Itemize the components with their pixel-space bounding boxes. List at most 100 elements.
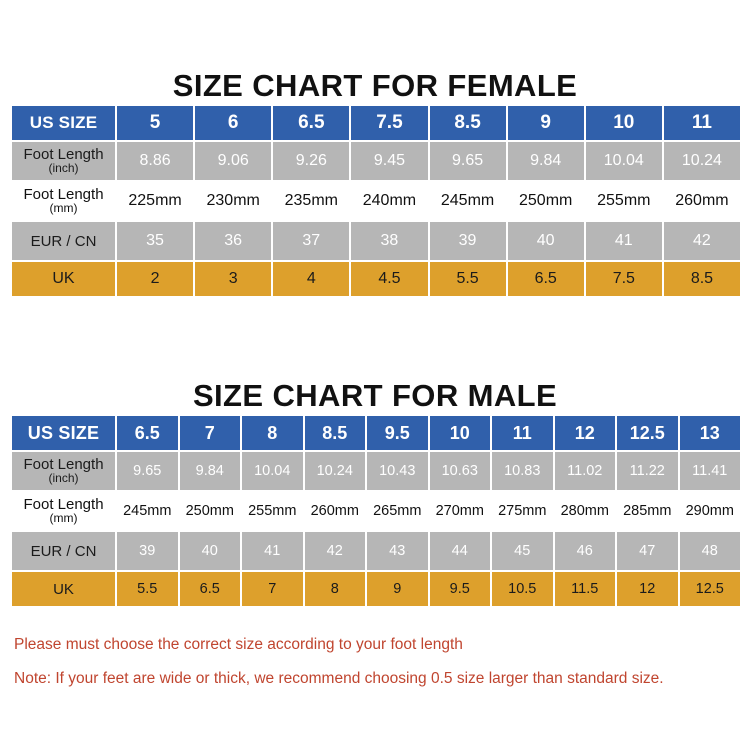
cell-eur_cn: 38 [351,222,428,260]
cell-us_size: 5 [117,106,194,140]
row-label-unit: (inch) [48,471,79,486]
row-label-unit: (inch) [48,161,79,176]
cell-eur_cn: 35 [117,222,194,260]
table-row-us-size: US SIZE 6.5 7 8 8.5 9.5 10 11 12 12.5 13 [12,416,740,450]
cell-mm: 225mm [117,182,194,220]
cell-inch: 9.06 [195,142,272,180]
cell-inch: 9.65 [117,452,178,490]
cell-inch: 11.22 [617,452,678,490]
note-wide-feet-recommendation: Note: If your feet are wide or thick, we… [14,669,664,687]
cell-us_size: 6.5 [273,106,350,140]
cell-mm: 230mm [195,182,272,220]
female-table-wrapper: US SIZE 5 6 6.5 7.5 8.5 9 10 11 Foot Length (in… [0,104,750,298]
cell-inch: 10.04 [242,452,303,490]
cell-eur_cn: 44 [429,532,490,570]
cell-inch: 10.63 [429,452,490,490]
cell-eur_cn: 43 [367,532,428,570]
female-chart-title: SIZE CHART FOR FEMALE [172,68,578,103]
cell-us_size: 7 [179,416,240,450]
cell-us_size: 9.5 [367,416,428,450]
cell-mm: 265mm [367,492,428,530]
table-row-eur-cn: EUR / CN 39 40 41 42 43 44 45 46 47 48 [12,532,740,570]
cell-mm: 285mm [617,492,678,530]
cell-us_size: 6.5 [117,416,178,450]
cell-us_size: 12.5 [617,416,678,450]
cell-eur_cn: 41 [585,222,662,260]
cell-uk: 2 [117,262,194,296]
cell-uk: 9.5 [429,572,490,606]
cell-mm: 235mm [273,182,350,220]
row-label-main: Foot Length [23,186,104,204]
cell-uk: 6.5 [507,262,584,296]
cell-us_size: 6 [195,106,272,140]
female-size-table: US SIZE 5 6 6.5 7.5 8.5 9 10 11 Foot Length (in… [10,104,742,298]
cell-mm: 245mm [429,182,506,220]
cell-mm: 250mm [507,182,584,220]
cell-eur_cn: 40 [507,222,584,260]
cell-inch: 10.24 [663,142,740,180]
cell-us_size: 9 [507,106,584,140]
cell-uk: 5.5 [429,262,506,296]
cell-us_size: 13 [679,416,740,450]
cell-eur_cn: 45 [492,532,553,570]
footer-notes: Please must choose the correct size acco… [0,608,750,686]
row-label-us-size: US SIZE [12,106,115,140]
row-label-eur-cn: EUR / CN [12,222,115,260]
cell-uk: 9 [367,572,428,606]
cell-inch: 8.86 [117,142,194,180]
cell-uk: 3 [195,262,272,296]
table-row-foot-length-mm: Foot Length (mm) 225mm 230mm 235mm 240mm 245… [12,182,740,220]
cell-inch: 9.26 [273,142,350,180]
cell-mm: 290mm [679,492,740,530]
table-row-uk: UK 5.5 6.5 7 8 9 9.5 10.5 11.5 12 12.5 [12,572,740,606]
cell-mm: 255mm [585,182,662,220]
cell-eur_cn: 37 [273,222,350,260]
row-label-main: Foot Length [23,496,104,514]
cell-eur_cn: 48 [679,532,740,570]
row-label-uk: UK [12,572,115,606]
cell-us_size: 8.5 [304,416,365,450]
cell-mm: 245mm [117,492,178,530]
cell-us_size: 11 [492,416,553,450]
cell-eur_cn: 42 [663,222,740,260]
table-row-uk: UK 2 3 4 4.5 5.5 6.5 7.5 8.5 [12,262,740,296]
cell-inch: 10.04 [585,142,662,180]
row-label-uk: UK [12,262,115,296]
row-label-us-size: US SIZE [12,416,115,450]
cell-inch: 11.02 [554,452,615,490]
table-row-foot-length-mm: Foot Length (mm) 245mm 250mm 255mm 260mm 265… [12,492,740,530]
table-row-us-size: US SIZE 5 6 6.5 7.5 8.5 9 10 11 [12,106,740,140]
table-row-eur-cn: EUR / CN 35 36 37 38 39 40 41 42 [12,222,740,260]
cell-mm: 275mm [492,492,553,530]
cell-eur_cn: 36 [195,222,272,260]
cell-inch: 10.24 [304,452,365,490]
row-label-main: Foot Length [23,146,104,164]
cell-uk: 7.5 [585,262,662,296]
chart-separator [0,298,750,368]
cell-inch: 9.45 [351,142,428,180]
cell-mm: 255mm [242,492,303,530]
row-label-foot-length-mm: Foot Length (mm) [12,492,115,530]
cell-mm: 270mm [429,492,490,530]
cell-mm: 260mm [663,182,740,220]
cell-us_size: 8.5 [429,106,506,140]
cell-us_size: 12 [554,416,615,450]
row-label-main: Foot Length [23,456,104,474]
note-choose-correct-size: Please must choose the correct size acco… [14,636,463,653]
row-label-foot-length-mm: Foot Length (mm) [12,182,115,220]
cell-us_size: 8 [242,416,303,450]
cell-inch: 10.43 [367,452,428,490]
cell-us_size: 10 [585,106,662,140]
cell-us_size: 7.5 [351,106,428,140]
cell-uk: 10.5 [492,572,553,606]
male-size-table: US SIZE 6.5 7 8 8.5 9.5 10 11 12 12.5 13 Foot Len… [10,414,742,608]
cell-eur_cn: 46 [554,532,615,570]
row-label-foot-length-inch: Foot Length (inch) [12,142,115,180]
male-chart-title: SIZE CHART FOR MALE [192,378,558,413]
table-row-foot-length-inch: Foot Length (inch) 8.86 9.06 9.26 9.45 9.65 9… [12,142,740,180]
cell-uk: 11.5 [554,572,615,606]
cell-inch: 9.65 [429,142,506,180]
cell-us_size: 10 [429,416,490,450]
cell-uk: 8 [304,572,365,606]
